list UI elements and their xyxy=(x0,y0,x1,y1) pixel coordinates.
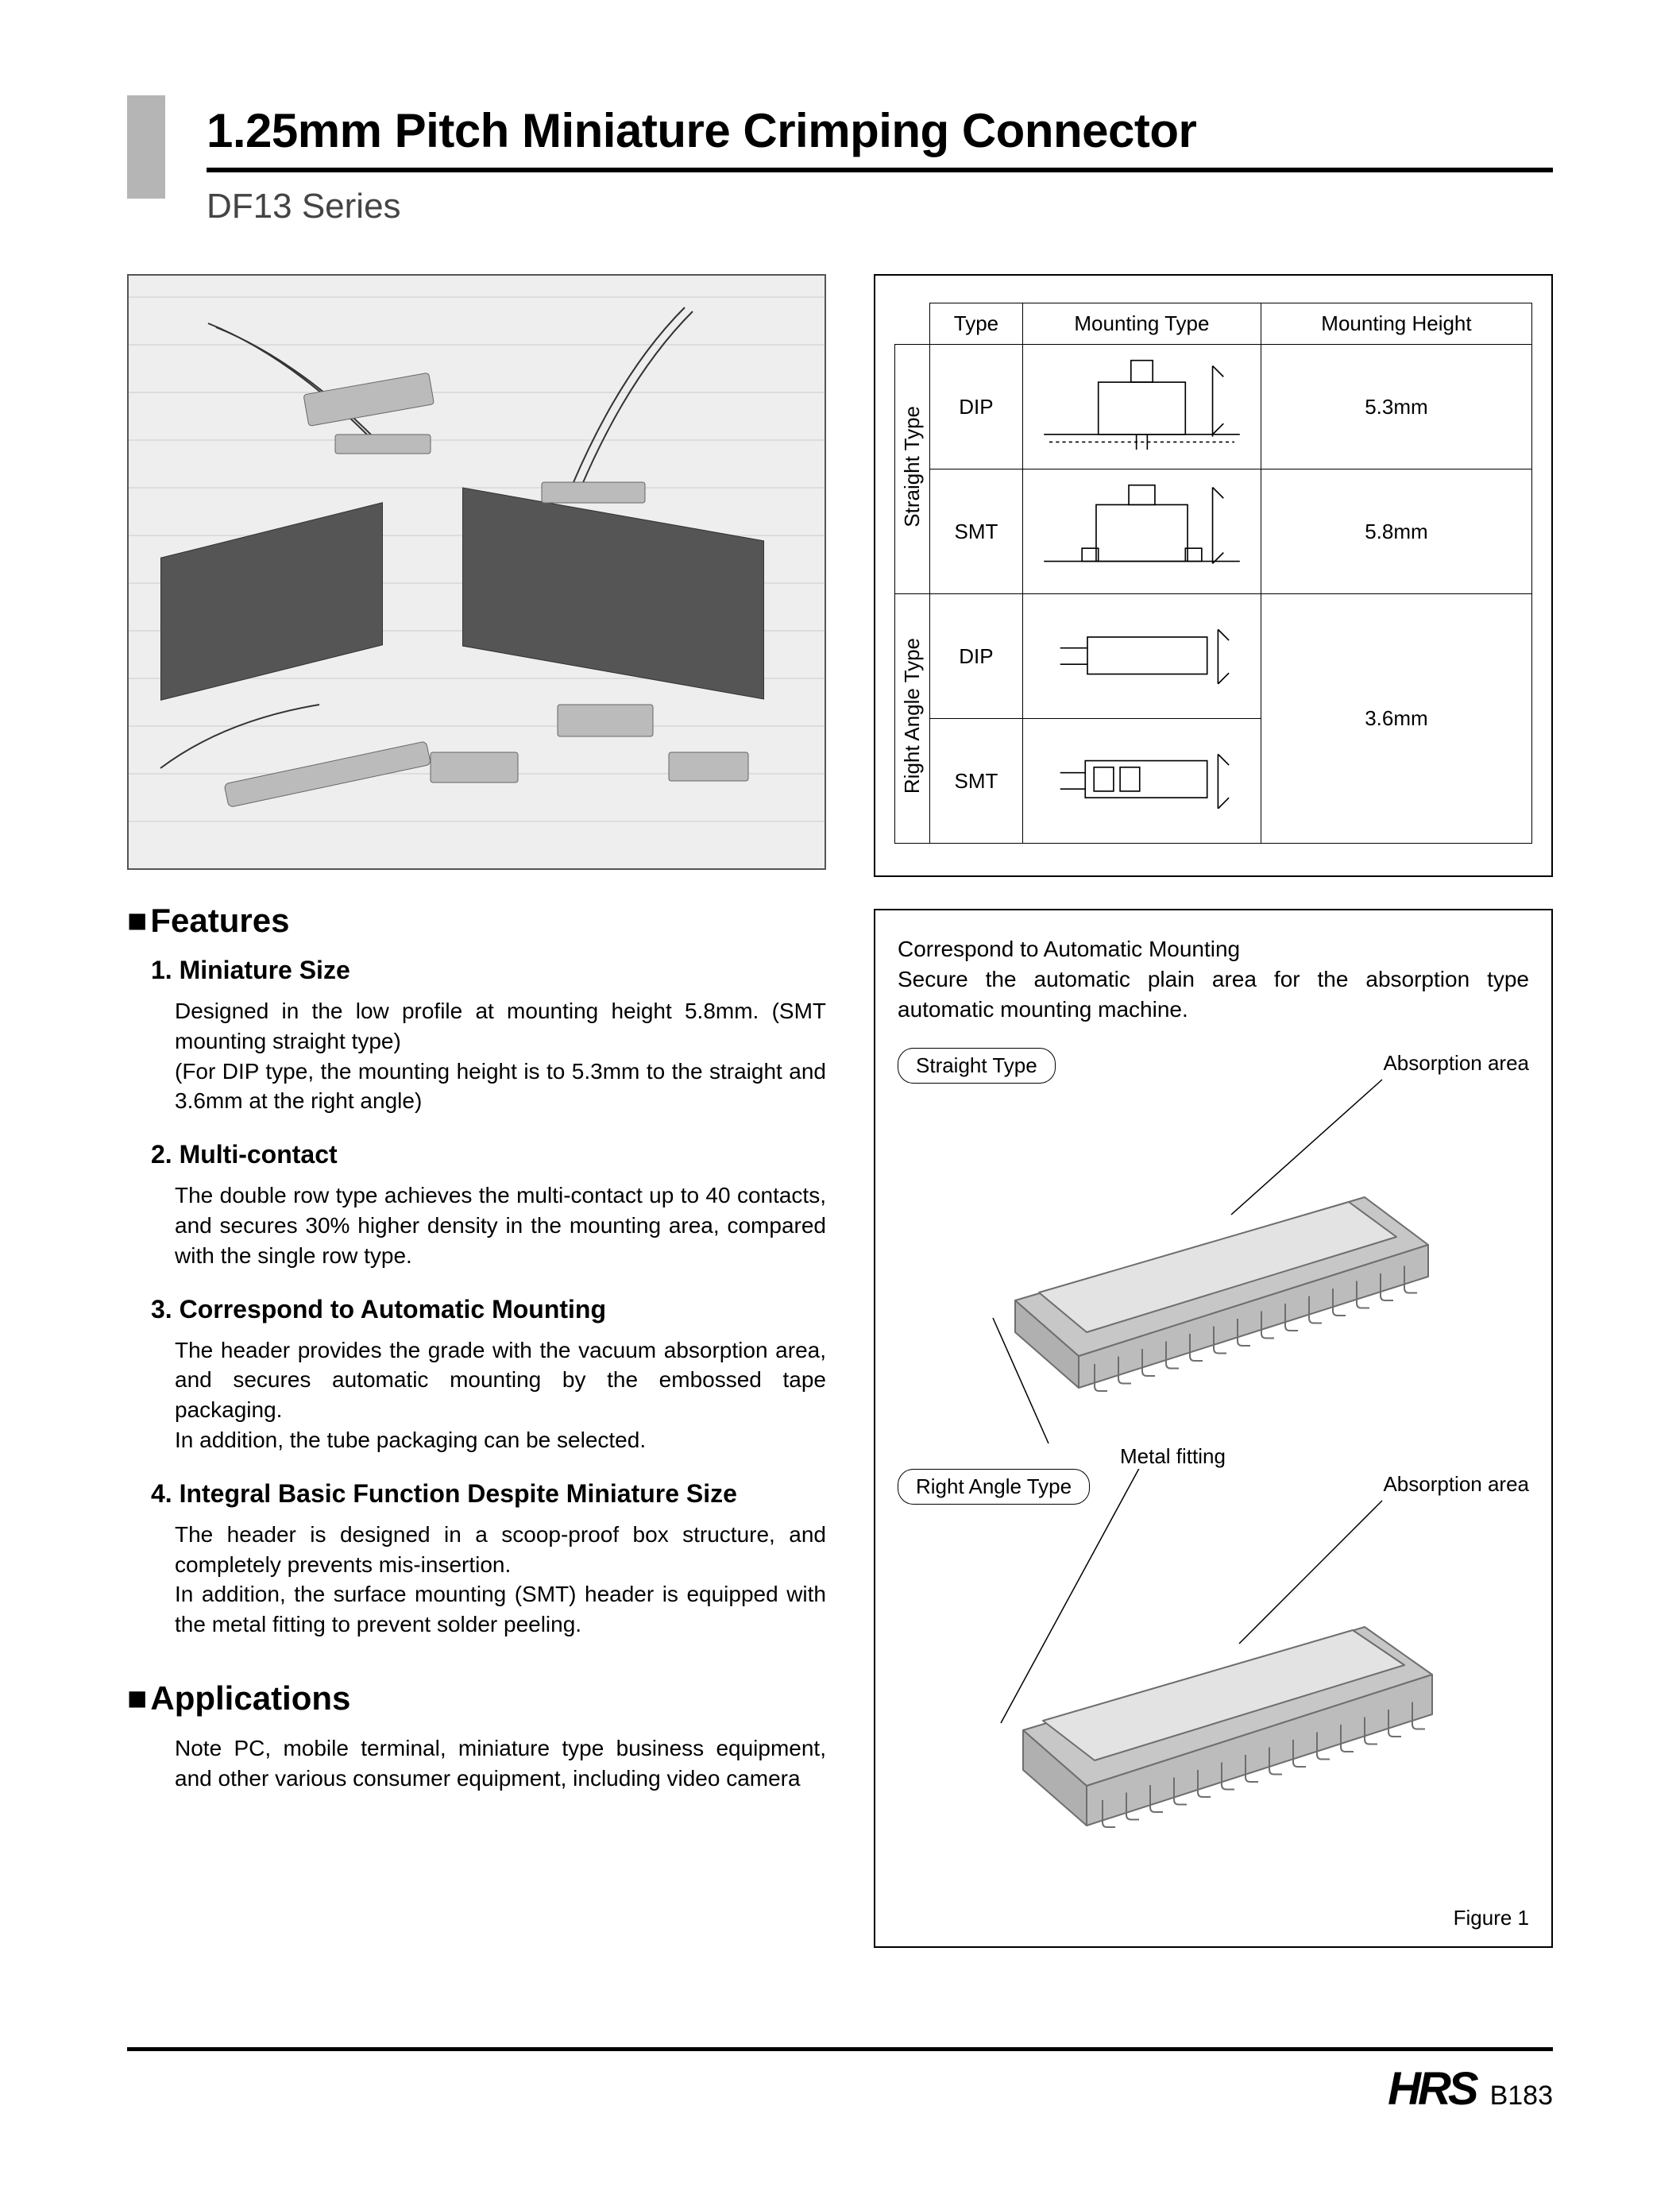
cell-straight-dip-h: 5.3mm xyxy=(1261,345,1531,469)
cell-straight-smt-h: 5.8mm xyxy=(1261,469,1531,594)
feature-3-body: The header provides the grade with the v… xyxy=(175,1335,826,1455)
cell-straight-dip: DIP xyxy=(930,345,1023,469)
applications-heading: Applications xyxy=(127,1679,826,1718)
feature-1-body: Designed in the low profile at mounting … xyxy=(175,996,826,1116)
pill-rightangle: Right Angle Type xyxy=(898,1469,1090,1505)
col-mounting-type: Mounting Type xyxy=(1022,303,1261,345)
applications-body: Note PC, mobile terminal, miniature type… xyxy=(175,1733,826,1794)
title-rule xyxy=(207,168,1553,172)
feature-4: 4. Integral Basic Function Despite Minia… xyxy=(151,1479,826,1640)
photo-overlay xyxy=(129,276,825,868)
mounting-panel: Correspond to Automatic Mounting Secure … xyxy=(874,909,1553,1948)
feature-2-title: 2. Multi-contact xyxy=(151,1140,826,1169)
spec-table-frame: Type Mounting Type Mounting Height Strai… xyxy=(874,274,1553,877)
cell-straight-smt: SMT xyxy=(930,469,1023,594)
diagram-straight-dip xyxy=(1022,345,1261,469)
mounting-panel-title: Correspond to Automatic Mounting Secure … xyxy=(898,934,1529,1024)
right-column: Type Mounting Type Mounting Height Strai… xyxy=(874,274,1553,1948)
series-subtitle: DF13 Series xyxy=(207,187,1553,226)
product-photo xyxy=(127,274,826,870)
col-type: Type xyxy=(930,303,1023,345)
feature-4-body: The header is designed in a scoop-proof … xyxy=(175,1520,826,1640)
page-number: B183 xyxy=(1490,2081,1553,2112)
col-mounting-height: Mounting Height xyxy=(1261,303,1531,345)
left-column: Features 1. Miniature Size Designed in t… xyxy=(127,274,826,1948)
cell-ra-h: 3.6mm xyxy=(1261,594,1531,844)
figure-label: Figure 1 xyxy=(898,1906,1529,1930)
feature-1-title: 1. Miniature Size xyxy=(151,956,826,985)
page-footer: HRS B183 xyxy=(127,2047,1553,2116)
feature-2: 2. Multi-contact The double row type ach… xyxy=(151,1140,826,1270)
label-absorption-1: Absorption area xyxy=(1383,1051,1529,1076)
footer-rule xyxy=(127,2047,1553,2051)
group-straight: Straight Type xyxy=(895,345,930,594)
mounting-row-rightangle: Right Angle Type Absorption area xyxy=(898,1469,1529,1898)
content-row: Features 1. Miniature Size Designed in t… xyxy=(127,274,1553,1948)
diagram-ra-dip xyxy=(1022,594,1261,719)
feature-1: 1. Miniature Size Designed in the low pr… xyxy=(151,956,826,1116)
brand-logo: HRS xyxy=(1388,2062,1475,2116)
diagram-ra-smt xyxy=(1022,719,1261,844)
spec-table: Type Mounting Type Mounting Height Strai… xyxy=(894,303,1532,844)
diagram-straight-smt xyxy=(1022,469,1261,594)
feature-3: 3. Correspond to Automatic Mounting The … xyxy=(151,1295,826,1455)
cell-ra-dip: DIP xyxy=(930,594,1023,719)
label-absorption-2: Absorption area xyxy=(1383,1472,1529,1497)
mounting-row-straight: Straight Type Absorption area Metal fitt… xyxy=(898,1048,1529,1461)
feature-4-title: 4. Integral Basic Function Despite Minia… xyxy=(151,1479,826,1509)
group-rightangle: Right Angle Type xyxy=(895,594,930,844)
header-tab xyxy=(127,95,165,199)
feature-3-title: 3. Correspond to Automatic Mounting xyxy=(151,1295,826,1324)
page-header: 1.25mm Pitch Miniature Crimping Connecto… xyxy=(127,103,1553,226)
cell-ra-smt: SMT xyxy=(930,719,1023,844)
label-metal-fitting: Metal fitting xyxy=(1120,1444,1226,1469)
feature-2-body: The double row type achieves the multi-c… xyxy=(175,1180,826,1270)
page-title: 1.25mm Pitch Miniature Crimping Connecto… xyxy=(207,103,1553,158)
features-heading: Features xyxy=(127,902,826,940)
pill-straight: Straight Type xyxy=(898,1048,1056,1084)
